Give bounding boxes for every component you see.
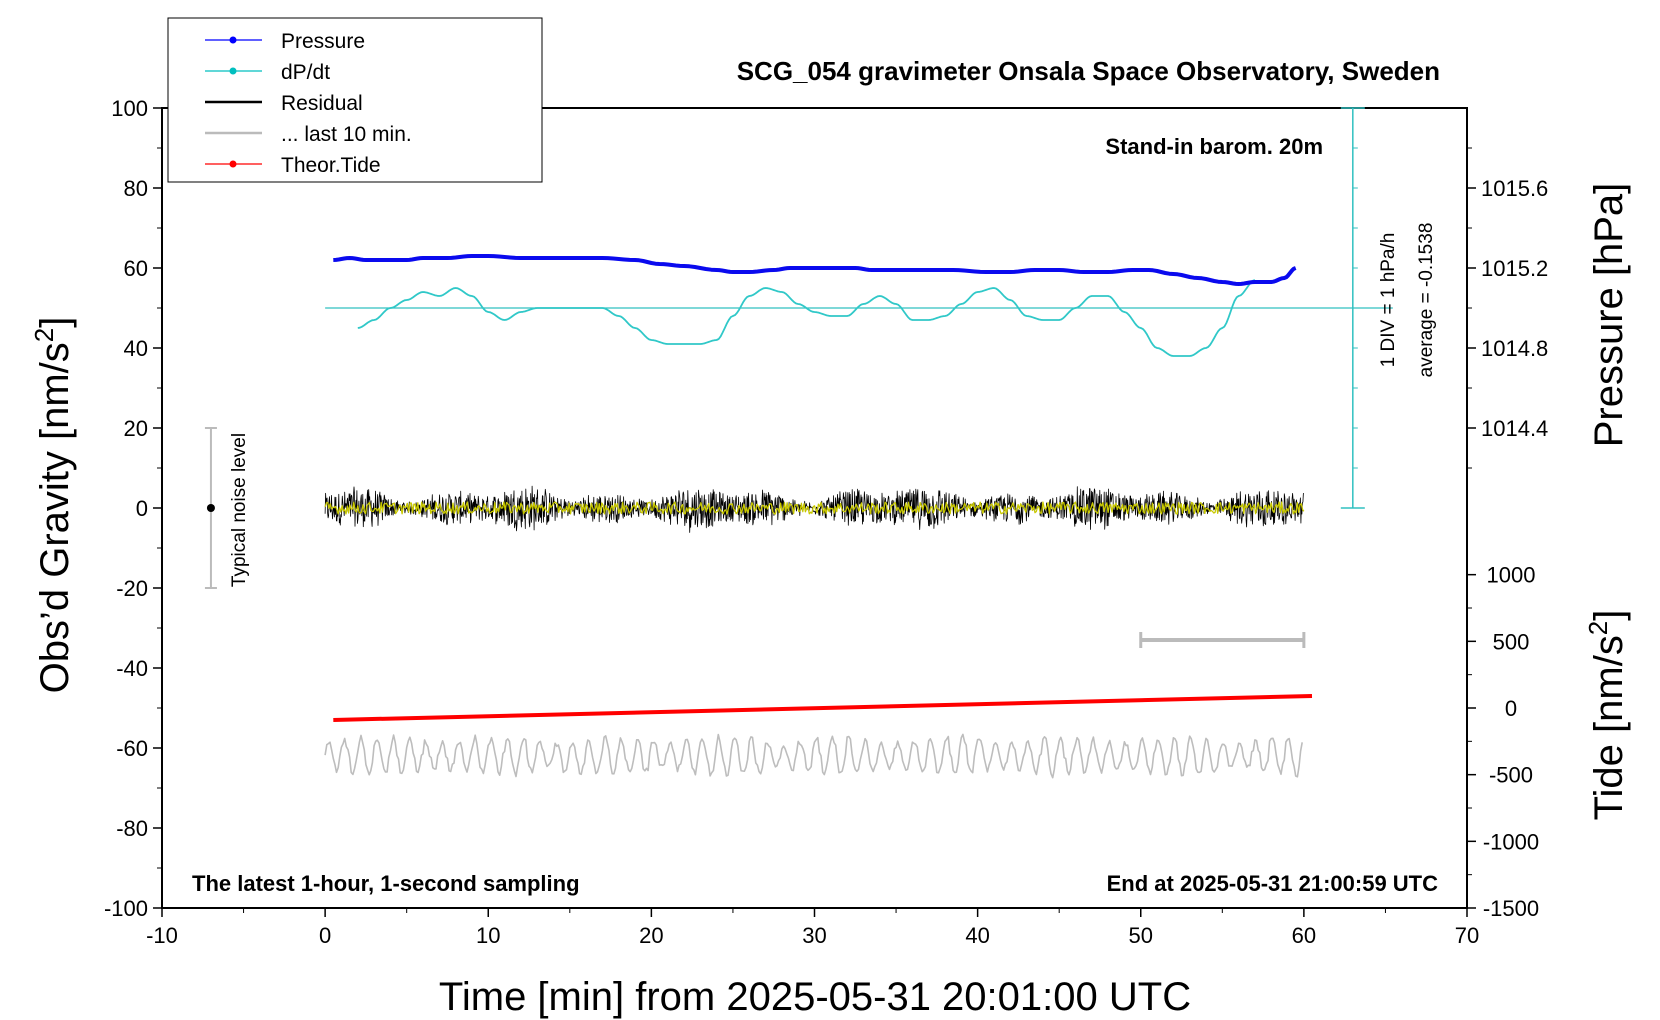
- y-tick-label: 80: [124, 176, 148, 201]
- legend-marker: [229, 160, 237, 168]
- pressure-tick-label: 1015.6: [1481, 176, 1548, 201]
- y-axis-title-sup: 2: [29, 328, 59, 342]
- barometer-note: Stand-in barom. 20m: [1105, 134, 1323, 159]
- end-time-note: End at 2025-05-31 21:00:59 UTC: [1107, 871, 1438, 896]
- x-tick-label: 10: [476, 923, 500, 948]
- y-tick-label: -40: [116, 656, 148, 681]
- last-10min-line: [324, 733, 1303, 779]
- legend-label: Residual: [281, 92, 363, 115]
- x-axis-title: Time [min] from 2025-05-31 20:01:00 UTC: [439, 975, 1191, 1019]
- average-note: average = -0.1538: [1416, 223, 1437, 378]
- tide-title-sup: 2: [1583, 621, 1613, 635]
- x-tick-label: -10: [146, 923, 178, 948]
- x-tick-label: 20: [639, 923, 663, 948]
- x-tick-label: 30: [802, 923, 826, 948]
- y-axis-title-pressure: Pressure [hPa]: [1587, 183, 1631, 448]
- tide-line: [333, 694, 1313, 722]
- pressure-tick-label: 1015.2: [1481, 256, 1548, 281]
- residual-line: [324, 485, 1304, 533]
- y-tick-label: 100: [111, 96, 148, 121]
- y-tick-label: 0: [136, 496, 148, 521]
- y-axis-title-main: Obs’d Gravity [nm/s: [33, 342, 77, 693]
- sampling-note: The latest 1-hour, 1-second sampling: [192, 871, 580, 896]
- pressure-tick-label: 1014.4: [1481, 416, 1548, 441]
- y-axis-title-end: ]: [33, 317, 77, 328]
- dpdt-line: [357, 279, 1256, 357]
- tide-tick-label: 1000: [1487, 563, 1536, 588]
- pressure-line: [333, 254, 1297, 286]
- x-tick-label: 50: [1129, 923, 1153, 948]
- tide-tick-label: 500: [1493, 629, 1530, 654]
- noise-bar-center: [206, 504, 215, 512]
- y-tick-label: 20: [124, 416, 148, 441]
- chart-title: SCG_054 gravimeter Onsala Space Observat…: [737, 56, 1440, 86]
- residual-smoothed-line: [324, 501, 1305, 515]
- right-axis-ticks: 1015.6 1015.2 1014.8 1014.4 1000 500 0 -500 -100…: [1467, 147, 1548, 921]
- tide-tick-label: -1000: [1483, 829, 1539, 854]
- bottom-axis-ticks: -10 0 10 20 30 40 50 60 70: [146, 908, 1479, 948]
- left-axis-ticks: 100 80 60 40 20 0 -20 -40 -60 -80 -100: [104, 96, 162, 921]
- x-tick-label: 70: [1455, 923, 1479, 948]
- y-axis-title-gravity: Obs’d Gravity [nm/s2]: [29, 317, 77, 694]
- tide-title-end: ]: [1587, 610, 1631, 621]
- y-tick-label: -80: [116, 816, 148, 841]
- tide-tick-label: -500: [1489, 763, 1533, 788]
- legend-label: Pressure: [281, 30, 365, 53]
- legend-label: ... last 10 min.: [281, 123, 412, 146]
- legend-entries: Pressure dP/dt Residual ... last 10 min. The…: [205, 30, 412, 177]
- y-axis-title-tide: Tide [nm/s2]: [1583, 610, 1631, 821]
- y-tick-label: 40: [124, 336, 148, 361]
- pressure-tick-label: 1014.8: [1481, 336, 1548, 361]
- y-tick-label: 60: [124, 256, 148, 281]
- legend-label: Theor.Tide: [281, 154, 381, 177]
- legend-marker: [229, 67, 237, 75]
- x-tick-label: 0: [319, 923, 331, 948]
- div-note: 1 DIV = 1 hPa/h: [1378, 233, 1399, 368]
- y-tick-label: -20: [116, 576, 148, 601]
- legend-box: [167, 17, 543, 183]
- x-tick-label: 40: [965, 923, 989, 948]
- y-tick-label: -60: [116, 736, 148, 761]
- legend: Pressure dP/dt Residual ... last 10 min. The…: [167, 17, 543, 183]
- tide-title-main: Tide [nm/s: [1587, 635, 1631, 820]
- tide-tick-label: 0: [1505, 696, 1517, 721]
- series-layer: [204, 107, 1393, 779]
- y-tick-label: -100: [104, 896, 148, 921]
- tide-tick-label: -1500: [1483, 896, 1539, 921]
- x-tick-label: 60: [1292, 923, 1316, 948]
- noise-level-label: Typical noise level: [229, 433, 250, 587]
- legend-marker: [229, 36, 237, 44]
- legend-label: dP/dt: [281, 61, 330, 84]
